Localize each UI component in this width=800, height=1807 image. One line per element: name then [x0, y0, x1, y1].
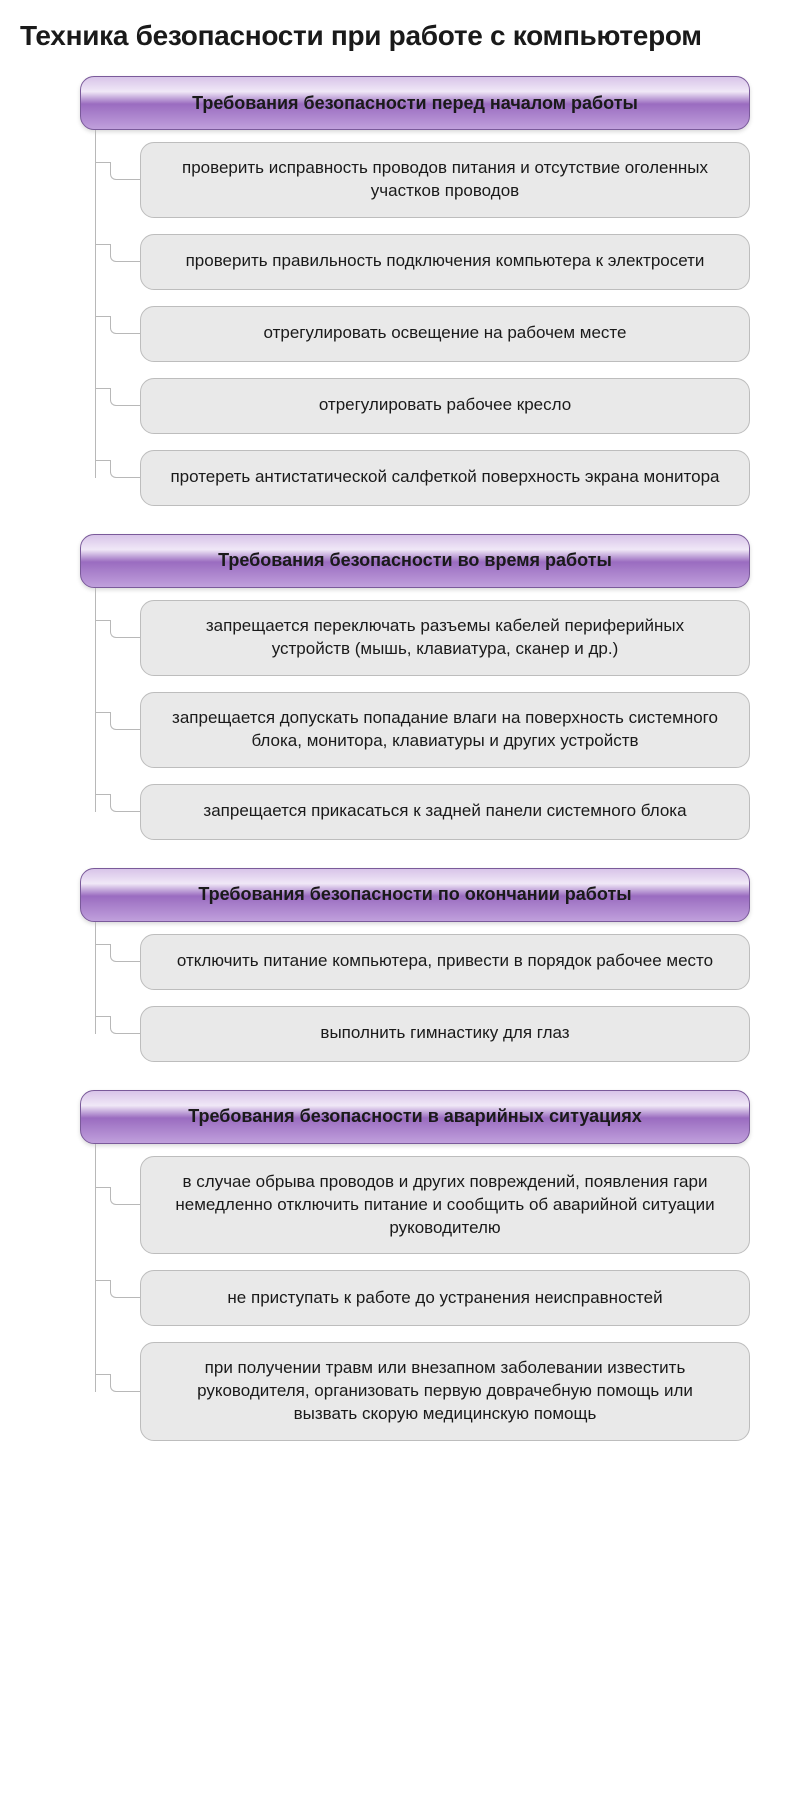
item-row: запрещается прикасаться к задней панели …: [80, 784, 750, 840]
connector-branch: [110, 316, 140, 334]
connector-trunk: [95, 1144, 96, 1392]
section: Требования безопасности в аварийных ситу…: [20, 1090, 780, 1442]
connector-trunk: [95, 130, 96, 478]
item-row: проверить исправность проводов питания и…: [80, 142, 750, 218]
connector-branch: [110, 1187, 140, 1205]
connector-h: [95, 388, 110, 389]
item-row: отрегулировать освещение на рабочем мест…: [80, 306, 750, 362]
page-title: Техника безопасности при работе с компью…: [20, 20, 780, 52]
item-box: отрегулировать рабочее кресло: [140, 378, 750, 434]
sections-container: Требования безопасности перед началом ра…: [20, 76, 780, 1441]
connector-h: [95, 620, 110, 621]
item-row: отрегулировать рабочее кресло: [80, 378, 750, 434]
item-box: отрегулировать освещение на рабочем мест…: [140, 306, 750, 362]
item-box: проверить исправность проводов питания и…: [140, 142, 750, 218]
item-row: проверить правильность подключения компь…: [80, 234, 750, 290]
connector-trunk: [95, 922, 96, 1034]
item-box: запрещается прикасаться к задней панели …: [140, 784, 750, 840]
connector-branch: [110, 388, 140, 406]
item-row: в случае обрыва проводов и других повреж…: [80, 1156, 750, 1255]
connector-trunk: [95, 588, 96, 812]
connector-h: [95, 1374, 110, 1375]
connector-h: [95, 1187, 110, 1188]
connector-branch: [110, 162, 140, 180]
connector-h: [95, 1280, 110, 1281]
item-box: выполнить гимнастику для глаз: [140, 1006, 750, 1062]
item-box: не приступать к работе до устранения неи…: [140, 1270, 750, 1326]
connector-branch: [110, 712, 140, 730]
section: Требования безопасности во время работы з…: [20, 534, 780, 840]
section: Требования безопасности перед началом ра…: [20, 76, 780, 506]
connector-h: [95, 244, 110, 245]
section-header: Требования безопасности по окончании раб…: [80, 868, 750, 922]
connector-branch: [110, 1280, 140, 1298]
connector-h: [95, 162, 110, 163]
connector-h: [95, 316, 110, 317]
connector-branch: [110, 1016, 140, 1034]
connector-branch: [110, 944, 140, 962]
connector-h: [95, 460, 110, 461]
connector-h: [95, 712, 110, 713]
item-box: отключить питание компьютера, привести в…: [140, 934, 750, 990]
item-row: запрещается допускать попадание влаги на…: [80, 692, 750, 768]
section-header: Требования безопасности во время работы: [80, 534, 750, 588]
item-row: протереть антистатической салфеткой пове…: [80, 450, 750, 506]
item-box: запрещается допускать попадание влаги на…: [140, 692, 750, 768]
connector-branch: [110, 1374, 140, 1392]
item-box: протереть антистатической салфеткой пове…: [140, 450, 750, 506]
section-header: Требования безопасности в аварийных ситу…: [80, 1090, 750, 1144]
item-box: в случае обрыва проводов и других повреж…: [140, 1156, 750, 1255]
item-box: проверить правильность подключения компь…: [140, 234, 750, 290]
item-row: не приступать к работе до устранения неи…: [80, 1270, 750, 1326]
connector-h: [95, 944, 110, 945]
connector-h: [95, 794, 110, 795]
item-row: отключить питание компьютера, привести в…: [80, 934, 750, 990]
item-row: запрещается переключать разъемы кабелей …: [80, 600, 750, 676]
section: Требования безопасности по окончании раб…: [20, 868, 780, 1062]
section-header: Требования безопасности перед началом ра…: [80, 76, 750, 130]
item-row: выполнить гимнастику для глаз: [80, 1006, 750, 1062]
connector-branch: [110, 244, 140, 262]
item-box: при получении травм или внезапном заболе…: [140, 1342, 750, 1441]
connector-branch: [110, 620, 140, 638]
connector-branch: [110, 794, 140, 812]
connector-branch: [110, 460, 140, 478]
item-box: запрещается переключать разъемы кабелей …: [140, 600, 750, 676]
connector-h: [95, 1016, 110, 1017]
item-row: при получении травм или внезапном заболе…: [80, 1342, 750, 1441]
